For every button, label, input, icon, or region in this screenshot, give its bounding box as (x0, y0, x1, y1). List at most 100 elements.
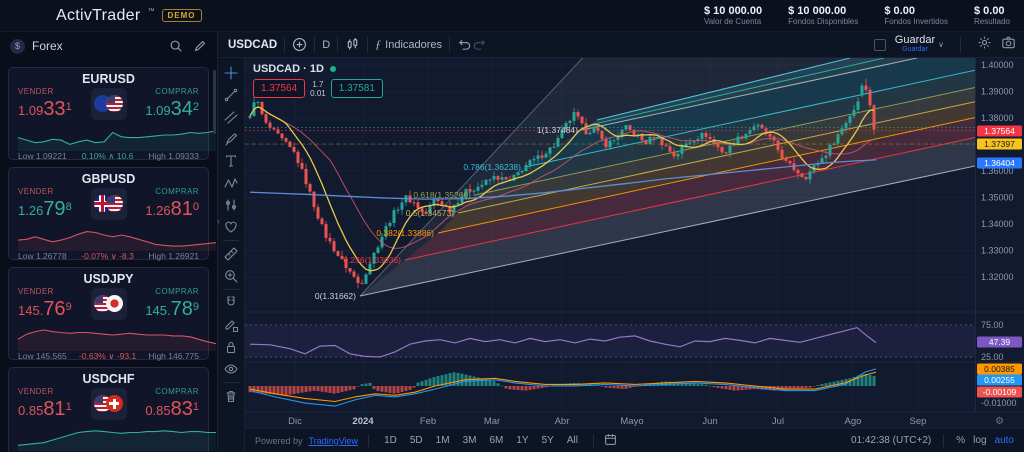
watchlist-header: $ Forex (0, 32, 217, 60)
svg-text:-0.01000: -0.01000 (981, 398, 1017, 408)
svg-text:1.33000: 1.33000 (981, 246, 1014, 256)
range-button-1m[interactable]: 1M (435, 435, 450, 446)
range-button-1y[interactable]: 1Y (516, 435, 529, 446)
watchlist-tile-eurusd[interactable]: EURUSD VENDER 1.09331 COMPRAR 1.09342 Low 1.0… (8, 67, 216, 161)
svg-text:75.00: 75.00 (981, 320, 1004, 330)
account-metric: $ 0.00 Resultado (974, 5, 1010, 27)
watchlist-sidebar: $ Forex EURUSD VENDER 1.09331 COMPRAR 1.0934… (0, 32, 218, 452)
hide-drawings-icon[interactable] (220, 358, 242, 380)
change-value: -0.63% ∨ -93.1 (78, 351, 137, 361)
channel-icon[interactable] (220, 106, 242, 128)
watchlist-tile-usdjpy[interactable]: USDJPY VENDER 145.769 COMPRAR 145.789 Low 145… (8, 267, 216, 361)
tile-symbol: USDJPY (83, 272, 134, 286)
buy-button[interactable]: COMPRAR 1.26810 (145, 187, 199, 224)
search-icon[interactable] (169, 39, 183, 53)
buy-button[interactable]: COMPRAR 145.789 (145, 287, 199, 324)
percent-scale-button[interactable]: % (956, 435, 966, 446)
save-sub-label: Guardar (902, 46, 928, 53)
watchlist-tile-gbpusd[interactable]: GBPUSD VENDER 1.26798 COMPRAR 1.26810 Low 1.2… (8, 167, 216, 261)
undo-icon[interactable] (457, 37, 472, 52)
tile-sparkline (18, 430, 216, 451)
tile-sparkline (18, 231, 216, 251)
screenshot-camera-icon[interactable] (1001, 35, 1016, 55)
text-icon[interactable] (220, 150, 242, 172)
pattern-icon[interactable] (220, 172, 242, 194)
sidebar-collapse-handle[interactable]: ‹ (217, 216, 220, 226)
redo-icon[interactable] (472, 37, 487, 52)
ruler-icon[interactable] (220, 243, 242, 265)
time-axis[interactable]: Dic 2024 Feb Mar Abr Mayo Jun Jul Ago Sep (288, 416, 926, 427)
chart-legend: USDCAD · 1D 1.37564 1.7 0.01 1.37581 (253, 63, 383, 98)
price-value: 1.26810 (145, 198, 199, 220)
interval-button[interactable]: D (322, 38, 331, 51)
svg-text:1.36404: 1.36404 (984, 158, 1015, 168)
low-value: Low 1.26778 (18, 251, 67, 261)
range-button-5y[interactable]: 5Y (541, 435, 554, 446)
sell-button[interactable]: VENDER 1.26798 (18, 187, 72, 224)
clock-label[interactable]: 01:42:38 (UTC+2) (850, 435, 932, 446)
compare-add-icon[interactable] (292, 37, 307, 52)
chevron-down-icon: ∨ (938, 39, 944, 49)
range-button-1d[interactable]: 1D (384, 435, 397, 446)
flag-ch-icon (105, 395, 123, 412)
range-button-3m[interactable]: 3M (462, 435, 477, 446)
indicators-button[interactable]: ƒ Indicadores (375, 37, 442, 52)
svg-text:1.32000: 1.32000 (981, 272, 1014, 282)
low-value: Low 1.09221 (18, 151, 67, 161)
price-axis[interactable]: 1.40000 1.39000 1.38000 1.36000 1.35000 1.340… (975, 58, 1023, 412)
trash-icon[interactable] (220, 385, 242, 407)
watchlist-scrollbar[interactable] (213, 70, 216, 134)
chart-canvas[interactable]: 0(1.31662) 0.236(1.33036) 0.382(1.33886) 0.… (245, 58, 1024, 452)
crosshair-icon[interactable] (220, 62, 242, 84)
low-value: Low 145.565 (18, 351, 67, 361)
macd-panel[interactable] (248, 368, 877, 407)
legend-symbol-row[interactable]: USDCAD · 1D (253, 63, 383, 75)
layout-checkbox[interactable] (873, 38, 886, 51)
lock-icon[interactable] (220, 336, 242, 358)
settings-gear-icon[interactable] (977, 35, 992, 55)
watchlist-tile-usdchf[interactable]: USDCHF VENDER 0.85811 COMPRAR 0.85831 (8, 367, 216, 452)
drawing-toolbar: ‹ (217, 58, 245, 452)
draw-mode-icon[interactable] (220, 314, 242, 336)
logo-text: ActivTrader (56, 6, 141, 24)
sell-button[interactable]: VENDER 1.09331 (18, 87, 72, 124)
tradingview-link[interactable]: TradingView (308, 435, 359, 446)
edit-watchlist-icon[interactable] (193, 39, 207, 53)
magnet-icon[interactable] (220, 292, 242, 314)
svg-text:1.34000: 1.34000 (981, 219, 1014, 229)
symbol-button[interactable]: USDCAD (228, 38, 278, 51)
range-button-6m[interactable]: 6M (489, 435, 504, 446)
rsi-panel[interactable] (245, 324, 975, 358)
price-value: 145.769 (18, 298, 72, 320)
range-button-all[interactable]: All (566, 435, 578, 446)
panel-settings-gear-icon[interactable]: ⚙ (995, 416, 1004, 427)
svg-text:Ago: Ago (845, 416, 862, 427)
chart-style-icon[interactable] (345, 37, 360, 52)
sell-button[interactable]: VENDER 0.85811 (18, 387, 72, 424)
svg-text:1.40000: 1.40000 (981, 60, 1014, 70)
forecast-icon[interactable] (220, 194, 242, 216)
sell-label: VENDER (18, 187, 54, 196)
currency-pair-flags (90, 88, 127, 120)
save-button[interactable]: Guardar Guardar ∨ (895, 34, 944, 55)
price-value: 0.85811 (18, 398, 72, 420)
trendline-icon[interactable] (220, 84, 242, 106)
sell-button[interactable]: VENDER 145.769 (18, 287, 72, 324)
log-scale-button[interactable]: log (973, 435, 987, 446)
zoom-in-icon[interactable] (220, 265, 242, 287)
goto-date-icon[interactable] (604, 433, 617, 449)
svg-text:Feb: Feb (420, 416, 436, 427)
buy-button[interactable]: COMPRAR 1.09342 (145, 87, 199, 124)
brush-icon[interactable] (220, 128, 242, 150)
account-metric: $ 0.00 Fondos Invertidos (884, 5, 948, 27)
auto-scale-button[interactable]: auto (994, 435, 1014, 446)
buy-button[interactable]: COMPRAR 0.85831 (145, 387, 199, 424)
fib-channel-drawing[interactable] (359, 58, 975, 297)
sell-price-button[interactable]: 1.37564 (253, 79, 306, 98)
svg-text:1.36000: 1.36000 (981, 166, 1014, 176)
fx-icon: ƒ (375, 37, 382, 51)
emoji-icon[interactable] (220, 216, 242, 238)
range-button-5d[interactable]: 5D (409, 435, 423, 446)
buy-price-button[interactable]: 1.37581 (330, 79, 383, 98)
price-chart[interactable]: 0(1.31662) 0.236(1.33036) 0.382(1.33886) 0.… (245, 58, 1024, 428)
